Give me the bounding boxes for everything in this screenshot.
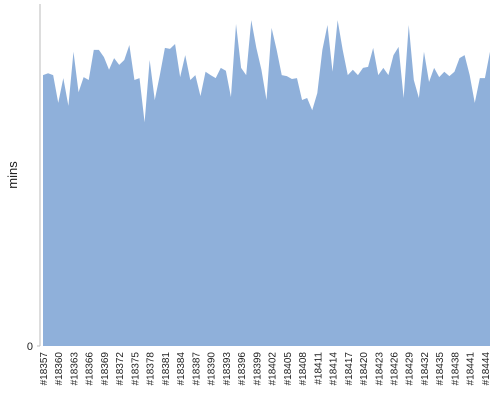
x-tick-label: #18417 (344, 352, 355, 386)
x-tick-label: #18381 (161, 352, 172, 386)
x-tick-label: #18393 (222, 352, 233, 386)
x-tick-label: #18384 (176, 352, 187, 386)
x-tick-label: #18438 (450, 352, 461, 386)
x-tick-label: #18423 (374, 352, 385, 386)
x-tick-label: #18411 (313, 352, 324, 385)
x-tick-label: #18378 (146, 352, 157, 386)
x-tick-label: #18360 (54, 352, 65, 386)
x-tick-label: #18387 (191, 352, 202, 386)
x-tick-label: #18435 (435, 352, 446, 386)
x-tick-label: #18399 (252, 352, 263, 386)
x-tick-label: #18414 (329, 352, 340, 386)
x-tick-label: #18366 (85, 352, 96, 386)
x-tick-label: #18402 (268, 352, 279, 386)
y-axis-label: mins (5, 161, 20, 189)
x-tick-label: #18357 (39, 352, 50, 386)
x-tick-label: #18396 (237, 352, 248, 386)
x-tick-label: #18390 (207, 352, 218, 386)
x-tick-label: #18375 (130, 352, 141, 386)
x-tick-label: #18405 (283, 352, 294, 386)
x-tick-label: #18429 (405, 352, 416, 386)
x-tick-label: #18441 (466, 352, 477, 386)
x-tick-label: #18432 (420, 352, 431, 386)
x-tick-label: #18426 (389, 352, 400, 386)
x-tick-label: #18420 (359, 352, 370, 386)
y-tick-label: 0 (27, 341, 33, 353)
x-tick-label: #18444 (481, 352, 492, 386)
x-tick-label: #18408 (298, 352, 309, 386)
x-tick-label: #18369 (100, 352, 111, 386)
x-tick-label: #18372 (115, 352, 126, 386)
x-tick-label: #18363 (69, 352, 80, 386)
area (43, 20, 490, 346)
